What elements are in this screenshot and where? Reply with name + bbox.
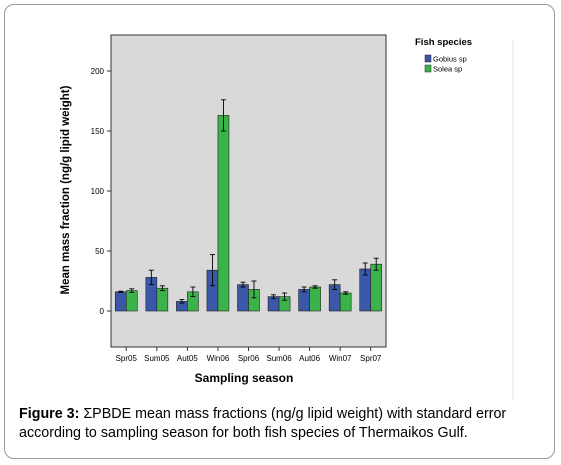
- caption-text: ΣPBDE mean mass fractions (ng/g lipid we…: [19, 406, 507, 441]
- legend-swatch: [424, 54, 432, 63]
- x-tick-label: Win06: [207, 354, 230, 363]
- bar-solea-sp: [156, 287, 169, 312]
- y-axis: 0 50 100 150 200: [91, 67, 111, 316]
- bar-solea-sp: [217, 115, 230, 312]
- x-tick-label: Spr07: [360, 354, 382, 363]
- legend-swatch: [424, 64, 432, 73]
- y-axis-label: Mean mass fraction (ng/g lipid weight): [60, 85, 72, 294]
- figure-caption: Figure 3: ΣPBDE mean mass fractions (ng/…: [19, 405, 549, 443]
- bar-gobius-sp: [298, 289, 310, 312]
- y-tick-label: 0: [100, 307, 105, 316]
- y-tick-label: 50: [95, 247, 104, 256]
- x-axis-label: Sampling season: [195, 371, 294, 385]
- x-tick-label: Win07: [329, 354, 352, 363]
- x-tick-label: Spr05: [116, 354, 138, 363]
- bar-chart: 0 50 100 150 200 Spr05 Sum05 Aut05 Win06 Spr06 Su…: [60, 34, 514, 400]
- bar-solea-sp: [339, 292, 352, 312]
- y-tick-label: 200: [91, 67, 105, 76]
- x-tick-label: Sum06: [266, 354, 292, 363]
- bar-solea-sp: [309, 286, 321, 312]
- x-tick-label: Spr06: [238, 354, 260, 363]
- x-tick-label: Sum05: [144, 354, 170, 363]
- x-tick-label: Aut06: [299, 354, 320, 363]
- legend-label: Gobius sp: [433, 55, 467, 64]
- y-tick-label: 100: [91, 187, 105, 196]
- y-tick-label: 150: [91, 127, 105, 136]
- x-tick-label: Aut05: [177, 354, 198, 363]
- caption-label: Figure 3:: [19, 406, 80, 422]
- bars: [114, 99, 383, 312]
- bar-gobius-sp: [114, 291, 127, 312]
- bar-solea-sp: [370, 263, 383, 312]
- x-axis: Spr05 Sum05 Aut05 Win06 Spr06 Sum06 Aut06 Win07…: [116, 347, 382, 363]
- bar-gobius-sp: [237, 284, 249, 312]
- legend-label: Solea sp: [433, 65, 462, 74]
- bar-solea-sp: [125, 290, 138, 312]
- legend-title: Fish species: [415, 37, 472, 48]
